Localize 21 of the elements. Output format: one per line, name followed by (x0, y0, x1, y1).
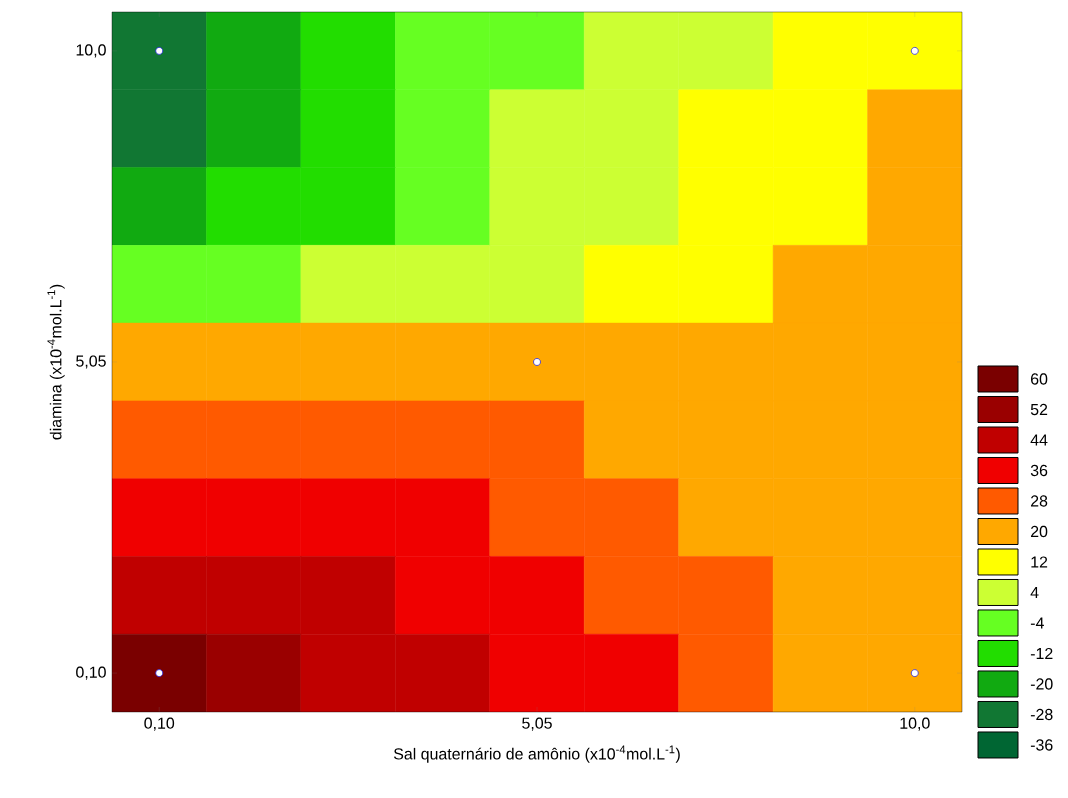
y-axis-title: diamina (x10$^{-4}$mol.L$^{-1}$) (47, 284, 65, 440)
y-tick-label: 10,0 (76, 44, 106, 58)
color-bar-label: 44 (1030, 434, 1048, 446)
color-bar-label: 20 (1031, 525, 1048, 538)
color-bar-label: 12 (1031, 556, 1048, 568)
y-tick-label: 0,10 (76, 666, 106, 680)
color-bar-label: -28 (1030, 708, 1053, 721)
x-axis-title: Sal quaternário de amônio (x10$^{-4}$mol.L$^{-1}$) (393, 745, 680, 763)
color-bar-label: -4 (1030, 617, 1044, 629)
color-bar-label: 60 (1031, 373, 1048, 385)
color-bar-label: 52 (1030, 403, 1048, 416)
y-tick-label: 5,05 (76, 355, 106, 369)
color-bar-label: -12 (1030, 647, 1053, 660)
color-bar-label: -20 (1030, 678, 1053, 690)
color-bar-label: -36 (1030, 739, 1053, 751)
color-bar-label: 36 (1030, 464, 1048, 477)
x-tick-label: 5,05 (522, 717, 552, 731)
color-bar-label: 4 (1030, 587, 1039, 598)
x-tick-label: 0,10 (144, 717, 175, 731)
x-tick-label: 10,0 (900, 717, 930, 731)
color-bar-label: 28 (1031, 495, 1048, 507)
